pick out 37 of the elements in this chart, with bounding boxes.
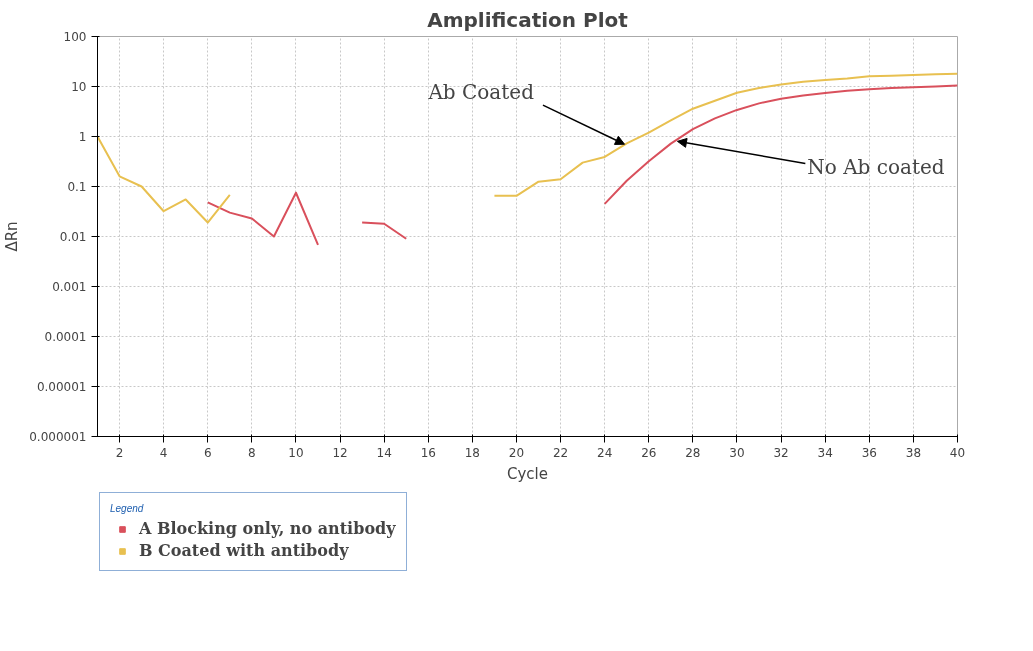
chart-title: Amplification Plot (427, 7, 629, 32)
x-tick-label: 8 (248, 445, 256, 460)
x-tick-label: 36 (861, 445, 877, 460)
x-tick-label: 2 (115, 445, 124, 460)
y-tick-label: 0.01 (59, 230, 87, 244)
x-tick-label: 26 (641, 445, 657, 460)
y-tick-label: 0.1 (67, 180, 87, 194)
x-tick-label: 12 (332, 445, 348, 460)
x-tick-label: 38 (905, 445, 922, 460)
x-tick-label: 30 (729, 445, 745, 460)
x-axis-title: Cycle (507, 464, 548, 483)
y-axis-title: ΔRn (3, 221, 22, 252)
annotation: Ab Coated (427, 80, 535, 105)
x-tick-label: 18 (464, 445, 481, 460)
y-tick-label: 1 (78, 130, 87, 144)
x-tick-label: 24 (597, 445, 613, 460)
x-tick-label: 14 (376, 445, 392, 460)
legend-label: A Blocking only, no antibody (139, 519, 396, 538)
annotation: No Ab coated (807, 155, 945, 180)
y-tick-label: 0.001 (52, 280, 87, 294)
legend-label: B Coated with antibody (139, 541, 349, 560)
x-tick-label: 20 (508, 445, 525, 460)
y-tick-label: 100 (63, 30, 87, 44)
y-tick-label: 0.000001 (29, 430, 87, 444)
y-tick-label: 0.0001 (44, 330, 87, 344)
y-tick-label: 10 (71, 80, 87, 94)
x-tick-label: 4 (159, 445, 168, 460)
x-tick-label: 16 (420, 445, 436, 460)
x-tick-label: 10 (288, 445, 304, 460)
x-tick-label: 34 (817, 445, 833, 460)
x-tick-label: 22 (552, 445, 569, 460)
y-tick-label: 0.00001 (36, 380, 87, 394)
x-tick-label: 40 (949, 445, 966, 460)
x-tick-label: 32 (773, 445, 789, 460)
legend-title: Legend (110, 503, 145, 514)
x-tick-label: 6 (203, 445, 212, 460)
x-tick-label: 28 (685, 445, 701, 460)
